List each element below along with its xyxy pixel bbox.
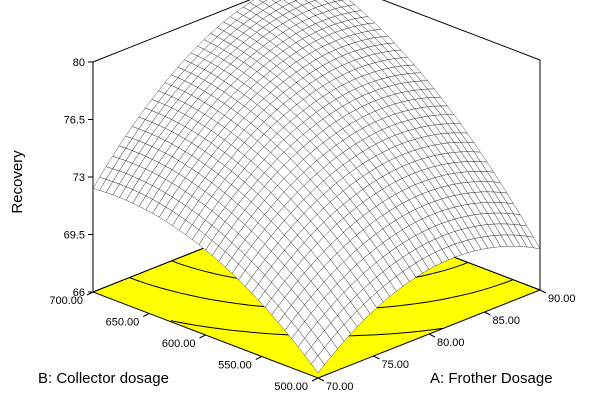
response-surface: [92, 0, 541, 374]
x-tick-mark: [428, 333, 436, 338]
z-axis-title: Recovery: [9, 150, 26, 214]
y-tick-mark: [143, 313, 150, 317]
y-tick-label: 700.00: [49, 295, 83, 307]
axis-ticks: 66 69.5 73 76.5 80 500.00 550.00 600.00 650.00 70…: [49, 57, 575, 393]
x-tick-mark: [317, 377, 325, 382]
z-tick-label: 76.5: [64, 115, 85, 127]
z-tick-label: 66: [73, 287, 85, 299]
z-tick-label: 73: [73, 172, 85, 184]
y-tick-mark: [311, 377, 319, 382]
z-tick-label: 69.5: [64, 230, 85, 242]
x-axis-title: A: Frother Dosage: [430, 370, 553, 387]
x-tick-mark: [484, 311, 491, 316]
x-tick-label: 85.00: [493, 315, 521, 327]
x-tick-label: 75.00: [382, 359, 410, 371]
y-tick-label: 600.00: [162, 338, 196, 350]
y-tick-label: 500.00: [274, 381, 308, 393]
y-tick-mark: [86, 291, 94, 296]
mesh-cell: [311, 355, 325, 374]
frame-edge-4: [92, 0, 251, 63]
x-tick-mark: [373, 355, 380, 360]
x-tick-label: 90.00: [548, 293, 576, 305]
x-tick-mark: [539, 289, 547, 294]
mesh-cell: [258, 0, 268, 3]
x-tick-label: 70.00: [326, 381, 354, 393]
x-tick-label: 80.00: [437, 337, 465, 349]
frame-edge-5: [381, 0, 541, 61]
y-tick-mark: [255, 356, 262, 360]
y-tick-label: 650.00: [106, 317, 140, 329]
z-tick-label: 80: [73, 57, 85, 69]
y-tick-label: 550.00: [218, 360, 252, 372]
y-tick-mark: [199, 334, 206, 339]
y-axis-title: B: Collector dosage: [38, 370, 169, 387]
